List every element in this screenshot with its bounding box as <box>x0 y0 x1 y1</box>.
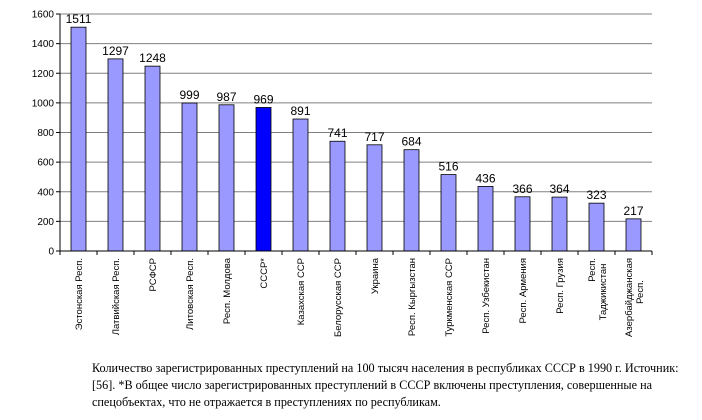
data-label: 891 <box>290 104 310 118</box>
data-label: 741 <box>327 126 347 140</box>
bar <box>292 118 309 252</box>
category-label: Респ. Молдова <box>222 257 233 324</box>
category-label: АзербайджанскаяРесп. <box>624 258 646 337</box>
y-tick-labels: 0 200 400 600 800 1000 1200 1400 1600 <box>32 10 55 258</box>
category-label: Туркменская ССР <box>444 258 455 337</box>
data-label: 969 <box>253 92 273 106</box>
data-label: 516 <box>438 160 458 174</box>
category-label: Респ. Армения <box>518 258 529 324</box>
category-label: СССР* <box>259 258 270 289</box>
y-tick-label: 800 <box>37 128 54 139</box>
bar <box>107 58 124 252</box>
category-label: Эстонская Респ. <box>74 258 85 330</box>
y-tick-label: 400 <box>37 187 54 198</box>
bar <box>551 196 568 252</box>
figure-caption: Количество зарегистрированных преступлен… <box>92 361 679 409</box>
bar <box>440 174 457 252</box>
category-label: Белорусская ССР <box>333 258 344 337</box>
category-label: Литовская Респ. <box>185 258 196 330</box>
data-label: 684 <box>401 135 421 149</box>
bar <box>70 26 87 252</box>
category-label: Украина <box>370 257 381 294</box>
data-labels: 1511 1297 1248 999 987 969 891 741 717 684 516 436 3… <box>66 12 644 218</box>
bar <box>329 140 346 252</box>
data-label: 999 <box>179 88 199 102</box>
category-label: Респ. Кыргызстан <box>407 258 418 336</box>
bar-chart: 0 200 400 600 800 1000 1200 1400 1600 1511 1297 12… <box>32 10 653 337</box>
category-label: Казахская ССР <box>296 258 307 325</box>
data-label: 366 <box>512 182 532 196</box>
y-tick-label: 200 <box>37 217 54 228</box>
data-label: 1297 <box>102 44 129 58</box>
y-tick-label: 1000 <box>32 98 55 109</box>
category-label: РСФСР <box>148 258 159 292</box>
data-label: 436 <box>475 171 495 185</box>
bar <box>477 186 494 252</box>
bar <box>144 65 161 252</box>
category-label: Респ.Таджикистан <box>587 258 609 320</box>
category-label: Респ. Узбекистан <box>481 258 492 334</box>
bar <box>403 149 420 252</box>
bar <box>366 144 383 252</box>
data-label: 1511 <box>66 12 92 26</box>
data-label: 323 <box>586 188 606 202</box>
y-tick-label: 1600 <box>32 10 55 21</box>
category-labels: Эстонская Респ. Латвийская Респ. РСФСР Лито… <box>74 257 646 337</box>
data-label: 987 <box>216 90 236 104</box>
data-label: 1248 <box>139 51 166 65</box>
data-label: 364 <box>549 182 569 196</box>
bar <box>588 202 605 252</box>
bar <box>625 218 642 252</box>
category-label: Респ. Грузия <box>555 258 566 314</box>
bar <box>514 196 531 252</box>
category-label: Латвийская Респ. <box>111 258 122 335</box>
bar <box>255 107 272 252</box>
bar <box>181 102 198 252</box>
axes <box>56 13 653 255</box>
y-tick-label: 0 <box>48 247 54 258</box>
y-tick-label: 1400 <box>32 39 55 50</box>
y-tick-label: 600 <box>37 158 54 169</box>
data-label: 717 <box>364 130 384 144</box>
bar <box>218 104 235 252</box>
y-tick-label: 1200 <box>32 69 55 80</box>
data-label: 217 <box>623 204 643 218</box>
